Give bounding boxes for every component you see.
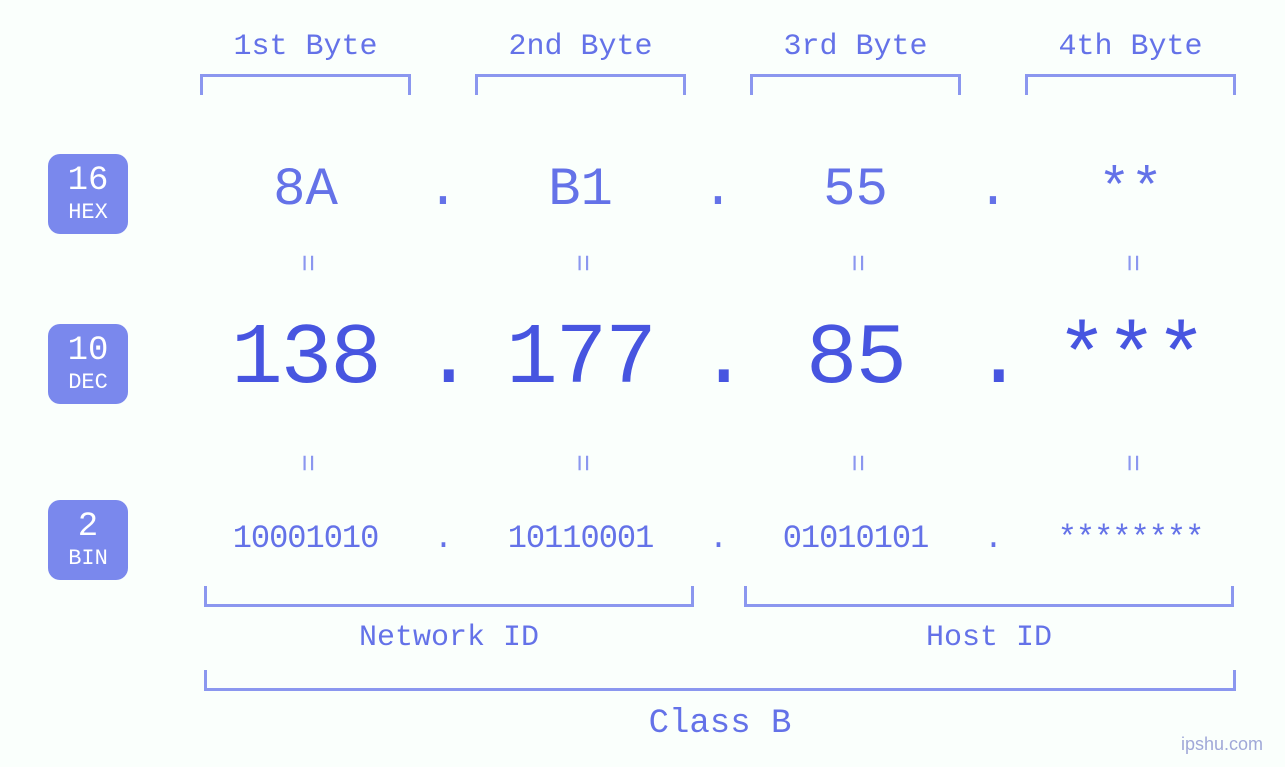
bin-row: 10001010 . 10110001 . 01010101 . *******… <box>188 520 1248 557</box>
bin-sep-3: . <box>973 520 1013 557</box>
byte-header-2: 2nd Byte <box>463 30 698 95</box>
class-bracket: Class B <box>204 670 1236 743</box>
hex-badge-label: HEX <box>68 202 108 224</box>
host-id-bracket: Host ID <box>744 586 1234 655</box>
dec-badge-label: DEC <box>68 372 108 394</box>
bin-badge-base: 2 <box>78 510 98 544</box>
equals-row-dec-bin: = = = = <box>188 446 1248 480</box>
host-id-bracket-shape <box>744 586 1234 607</box>
class-bracket-shape <box>204 670 1236 691</box>
dec-badge-base: 10 <box>68 334 109 368</box>
byte-header-1-bracket <box>200 74 411 95</box>
class-label: Class B <box>204 705 1236 743</box>
bin-sep-2: . <box>698 520 738 557</box>
dec-sep-1: . <box>423 310 463 408</box>
bin-sep-1: . <box>423 520 463 557</box>
byte-header-3-bracket <box>750 74 961 95</box>
network-id-label: Network ID <box>204 621 694 655</box>
byte-header-1: 1st Byte <box>188 30 423 95</box>
hex-sep-2: . <box>698 160 738 221</box>
bin-byte-4: ******** <box>1013 520 1248 557</box>
byte-header-4-label: 4th Byte <box>1013 30 1248 64</box>
bin-badge: 2 BIN <box>48 500 128 580</box>
watermark: ipshu.com <box>1181 734 1263 755</box>
bin-byte-2: 10110001 <box>463 520 698 557</box>
byte-header-1-label: 1st Byte <box>188 30 423 64</box>
equals-row-hex-dec: = = = = <box>188 246 1248 280</box>
dec-sep-2: . <box>698 310 738 408</box>
dec-row: 138 . 177 . 85 . *** <box>188 310 1248 408</box>
hex-badge: 16 HEX <box>48 154 128 234</box>
dec-sep-3: . <box>973 310 1013 408</box>
byte-header-2-label: 2nd Byte <box>463 30 698 64</box>
hex-row: 8A . B1 . 55 . ** <box>188 160 1248 221</box>
byte-header-4-bracket <box>1025 74 1236 95</box>
hex-sep-1: . <box>423 160 463 221</box>
bin-badge-label: BIN <box>68 548 108 570</box>
byte-headers-row: 1st Byte 2nd Byte 3rd Byte 4th Byte <box>188 30 1248 95</box>
bin-byte-3: 01010101 <box>738 520 973 557</box>
hex-sep-3: . <box>973 160 1013 221</box>
byte-header-3: 3rd Byte <box>738 30 973 95</box>
network-id-bracket-shape <box>204 586 694 607</box>
byte-header-4: 4th Byte <box>1013 30 1248 95</box>
byte-header-2-bracket <box>475 74 686 95</box>
dec-badge: 10 DEC <box>48 324 128 404</box>
bin-byte-1: 10001010 <box>188 520 423 557</box>
hex-badge-base: 16 <box>68 164 109 198</box>
byte-header-3-label: 3rd Byte <box>738 30 973 64</box>
host-id-label: Host ID <box>744 621 1234 655</box>
network-id-bracket: Network ID <box>204 586 694 655</box>
